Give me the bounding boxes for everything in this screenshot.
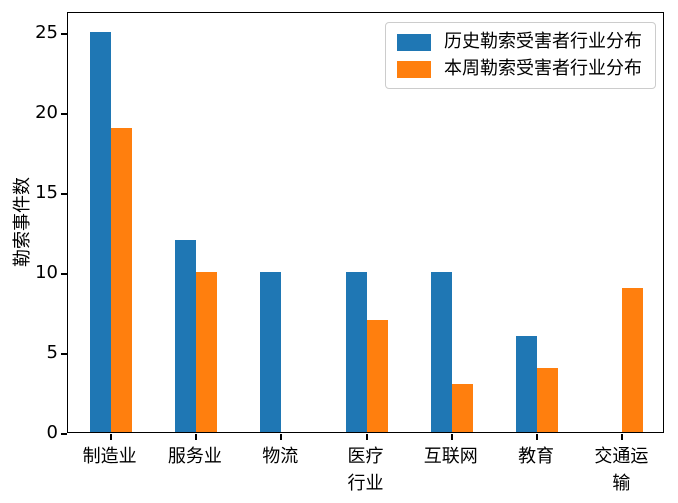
y-tick-mark	[61, 33, 67, 35]
x-tick-label: 互联网	[423, 446, 478, 467]
bar-week	[110, 128, 132, 432]
x-tick-label: 交通运输	[594, 446, 649, 494]
y-tick-label: 10	[35, 262, 58, 283]
x-tick-mark	[536, 434, 539, 440]
x-tick-label: 制造业	[82, 446, 137, 467]
y-tick-label: 0	[46, 422, 58, 443]
x-tick-mark	[109, 434, 112, 440]
legend-item: 历史勒索受害者行业分布	[397, 32, 642, 52]
x-tick-mark	[621, 434, 624, 440]
bar-history	[260, 272, 282, 432]
bar-history	[516, 336, 538, 432]
bar-history	[430, 272, 452, 432]
x-tick-mark	[450, 434, 453, 440]
bar-week	[622, 288, 644, 432]
legend-label: 历史勒索受害者行业分布	[444, 31, 642, 52]
bar-week	[451, 384, 473, 432]
legend-swatch	[397, 60, 431, 78]
bar-week	[537, 368, 559, 432]
y-tick-mark	[61, 193, 67, 195]
x-tick-label: 服务业	[167, 446, 222, 467]
y-tick-label: 5	[46, 342, 58, 363]
y-tick-mark	[61, 433, 67, 435]
bar-history	[89, 32, 111, 432]
legend-label: 本周勒索受害者行业分布	[444, 58, 642, 79]
bar-week	[195, 272, 217, 432]
legend-swatch	[397, 33, 431, 51]
y-tick-label: 20	[35, 102, 58, 123]
y-tick-mark	[61, 273, 67, 275]
x-tick-mark	[365, 434, 368, 440]
x-tick-label: 教育	[518, 446, 555, 467]
bar-history	[174, 240, 196, 432]
legend: 历史勒索受害者行业分布 本周勒索受害者行业分布	[385, 22, 656, 89]
y-tick-label: 25	[35, 22, 58, 43]
x-tick-label: 医疗 行业	[347, 446, 384, 494]
legend-item: 本周勒索受害者行业分布	[397, 59, 642, 79]
bar-week	[366, 320, 388, 432]
bar-history	[345, 272, 367, 432]
plot-area: 历史勒索受害者行业分布 本周勒索受害者行业分布	[61, 12, 664, 440]
x-tick-label: 物流	[262, 446, 299, 467]
x-tick-mark	[280, 434, 283, 440]
y-tick-mark	[61, 113, 67, 115]
x-tick-mark	[194, 434, 197, 440]
y-tick-label: 15	[35, 182, 58, 203]
y-tick-mark	[61, 353, 67, 355]
